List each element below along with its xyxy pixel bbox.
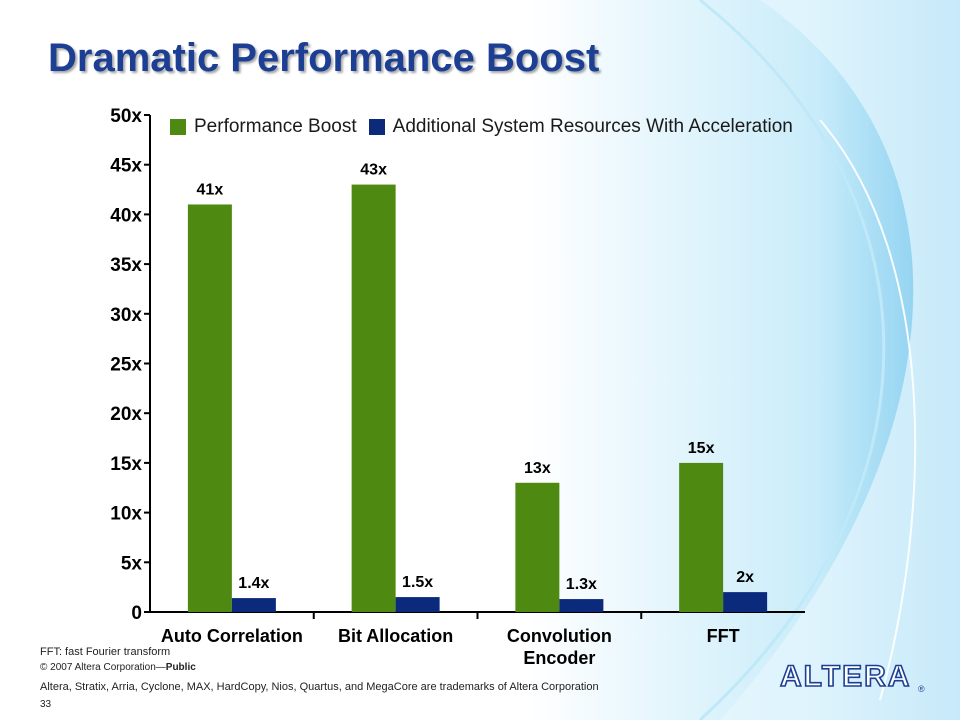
- data-label: 41x: [197, 181, 224, 198]
- legend-item-additional-resources: Additional System Resources With Acceler…: [368, 116, 793, 138]
- legend-swatch-navy: [368, 119, 385, 135]
- y-tick-label: 50x: [110, 106, 142, 127]
- copyright-line: © 2007 Altera Corporation—Public: [40, 662, 196, 673]
- bar: [351, 184, 396, 612]
- category-label: Encoder: [523, 648, 595, 668]
- chart-legend: Performance Boost Additional System Reso…: [170, 116, 805, 138]
- y-tick-label: 0: [131, 603, 142, 624]
- data-label: 1.3x: [566, 576, 597, 593]
- y-tick-label: 10x: [110, 504, 142, 525]
- page-title: Dramatic Performance Boost: [48, 36, 600, 80]
- y-tick-label: 20x: [110, 404, 142, 425]
- trademark-notice: Altera, Stratix, Arria, Cyclone, MAX, Ha…: [40, 681, 599, 693]
- altera-logo: ALTERA: [779, 659, 912, 694]
- copyright-text: © 2007 Altera Corporation—: [40, 662, 166, 673]
- bar: [187, 204, 232, 612]
- bar: [515, 482, 560, 612]
- y-tick-label: 35x: [110, 255, 142, 276]
- bar: [395, 597, 440, 612]
- copyright-public: Public: [165, 662, 196, 673]
- category-label: Bit Allocation: [338, 626, 453, 646]
- y-tick-label: 5x: [121, 553, 143, 574]
- legend-label: Performance Boost: [194, 116, 357, 137]
- data-label: 15x: [688, 440, 715, 457]
- data-label: 1.4x: [238, 575, 269, 592]
- registered-mark: ®: [918, 684, 925, 694]
- page-number: 33: [40, 699, 52, 710]
- footnote: FFT: fast Fourier transform: [40, 646, 171, 658]
- category-label: FFT: [707, 626, 740, 646]
- data-label: 1.5x: [402, 574, 433, 591]
- category-label: Convolution: [507, 626, 612, 646]
- data-label: 2x: [736, 569, 754, 586]
- legend-item-performance-boost: Performance Boost: [170, 116, 357, 138]
- legend-swatch-green: [170, 119, 186, 135]
- bar: [559, 599, 604, 612]
- y-tick-label: 15x: [110, 454, 142, 475]
- y-tick-label: 25x: [110, 355, 142, 376]
- bar: [231, 598, 276, 612]
- category-label: Auto Correlation: [161, 626, 303, 646]
- y-tick-label: 40x: [110, 205, 142, 226]
- data-label: 43x: [360, 162, 387, 179]
- legend-label: Additional System Resources With Acceler…: [392, 116, 793, 137]
- bar: [723, 592, 768, 612]
- data-label: 13x: [524, 460, 551, 477]
- y-tick-label: 45x: [110, 156, 142, 177]
- bar: [679, 462, 724, 612]
- y-tick-label: 30x: [110, 305, 142, 326]
